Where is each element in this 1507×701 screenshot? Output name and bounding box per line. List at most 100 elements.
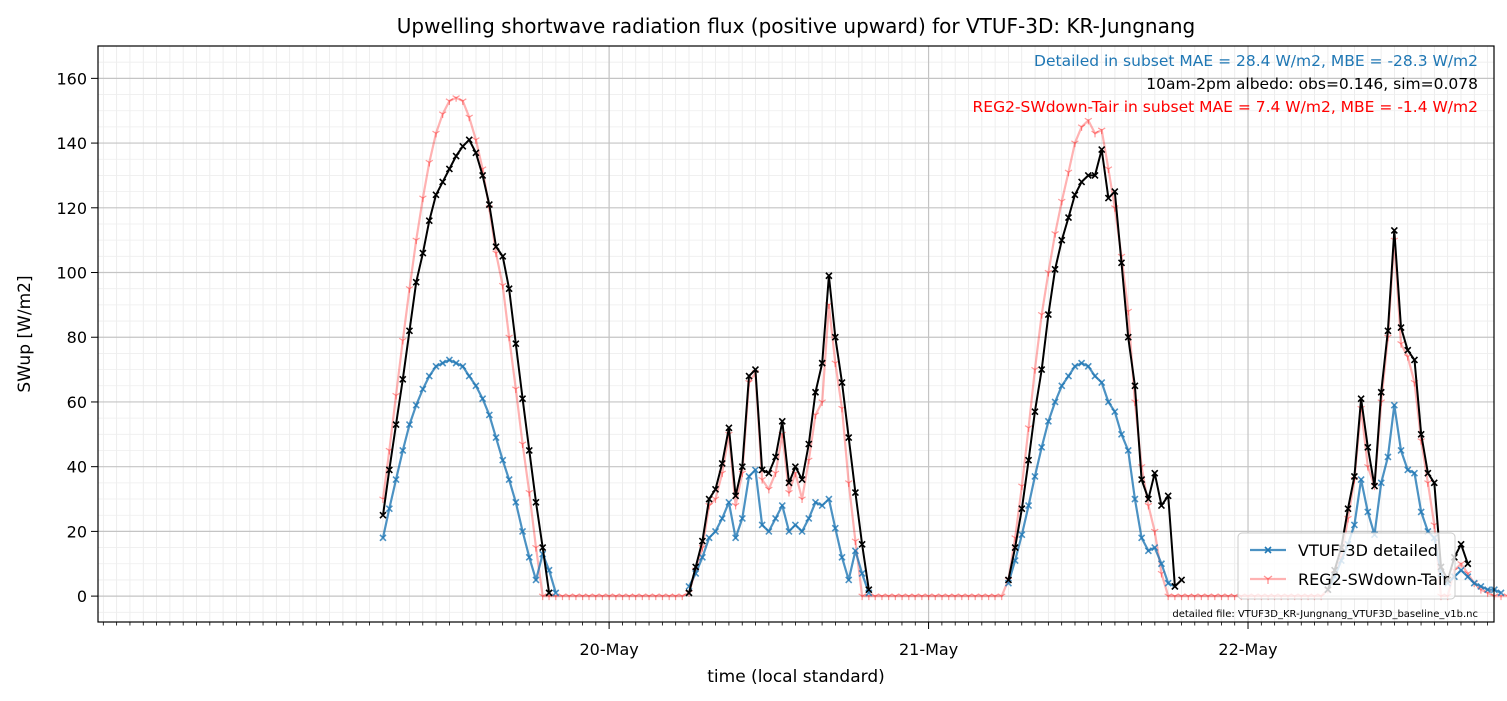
legend-label-detailed: VTUF-3D detailed [1298, 541, 1438, 560]
data-point-marker [745, 472, 753, 480]
data-point-marker [1124, 333, 1132, 341]
data-point-marker [785, 489, 793, 497]
data-point-marker [412, 278, 420, 286]
data-point-marker [1424, 469, 1432, 477]
data-point-marker [1084, 117, 1093, 125]
data-point-marker [385, 505, 393, 513]
data-point-marker [1410, 469, 1419, 477]
data-point-marker [1058, 382, 1066, 390]
data-point-marker [1071, 191, 1079, 199]
data-point-marker [838, 378, 846, 387]
y-tick-label: 20 [67, 522, 87, 541]
data-point-marker [658, 593, 667, 601]
data-point-marker [1397, 446, 1405, 455]
data-point-marker [1091, 130, 1099, 138]
data-point-marker [1057, 198, 1066, 206]
data-point-marker [1124, 446, 1132, 455]
data-point-marker [1084, 171, 1092, 180]
data-point-marker [811, 498, 820, 506]
data-point-marker [472, 137, 480, 144]
data-point-marker [858, 569, 866, 578]
data-point-marker [479, 171, 487, 180]
data-point-marker [765, 527, 773, 535]
data-point-marker [785, 479, 793, 487]
series-vtuf3d-detailed-line [688, 468, 870, 594]
legend-marker-reg2 [1263, 575, 1273, 584]
data-point-marker [1350, 472, 1358, 480]
data-point-marker [651, 593, 660, 601]
data-point-marker [1417, 430, 1425, 438]
data-point-marker [871, 593, 880, 601]
x-tick-label: 21-May [899, 640, 958, 659]
data-point-marker [1037, 311, 1046, 319]
data-point-marker [631, 593, 640, 601]
data-point-marker [818, 501, 826, 510]
data-point-marker [485, 411, 493, 419]
data-point-marker [758, 466, 766, 474]
data-point-marker [1077, 124, 1086, 131]
data-point-marker [1097, 127, 1106, 135]
data-point-marker [938, 593, 946, 601]
data-point-marker [1111, 408, 1119, 416]
data-point-marker [392, 476, 400, 484]
series-observed-line [688, 274, 870, 594]
data-point-marker [1497, 589, 1505, 597]
data-point-marker [997, 593, 1006, 601]
data-point-marker [1018, 531, 1026, 539]
data-point-marker [1078, 178, 1086, 186]
data-point-marker [492, 243, 500, 251]
data-point-marker [964, 593, 973, 601]
data-point-marker [1364, 508, 1372, 516]
data-point-marker [445, 98, 454, 106]
data-point-marker [765, 469, 773, 477]
data-point-marker [452, 359, 460, 367]
data-point-marker [758, 521, 766, 529]
plot-frame [97, 45, 1495, 623]
data-point-marker [685, 589, 693, 597]
data-point-marker [1051, 398, 1059, 406]
data-point-marker [838, 553, 846, 561]
data-point-marker [718, 514, 726, 523]
data-point-marker [1151, 544, 1159, 552]
data-point-marker [425, 372, 433, 380]
data-point-marker [1390, 401, 1398, 409]
data-point-marker [731, 502, 740, 510]
chart-title: Upwelling shortwave radiation flux (posi… [397, 14, 1195, 38]
data-point-marker [445, 165, 453, 173]
data-point-marker [545, 589, 553, 597]
series-observed-line [382, 138, 551, 594]
data-point-marker [1157, 560, 1166, 568]
data-point-marker [1144, 502, 1153, 510]
data-point-marker [1404, 346, 1412, 354]
data-point-marker [1344, 505, 1352, 513]
data-point-marker [379, 534, 387, 542]
data-point-marker [1384, 327, 1392, 335]
data-point-marker [1044, 417, 1052, 425]
data-point-marker [1038, 366, 1046, 374]
data-point-marker [711, 485, 720, 493]
data-point-marker [725, 498, 733, 506]
x-tick-label: 20-May [580, 640, 639, 659]
data-point-marker [1464, 560, 1472, 568]
data-point-marker [805, 514, 813, 523]
data-point-marker [419, 195, 427, 203]
data-point-marker [405, 285, 414, 293]
data-point-marker [1364, 443, 1372, 451]
data-point-marker [778, 501, 786, 510]
data-point-marker [891, 593, 900, 601]
data-point-marker [459, 142, 467, 150]
data-point-marker [512, 498, 520, 506]
data-point-marker [798, 527, 806, 535]
data-point-marker [1064, 213, 1073, 222]
data-point-marker [518, 527, 527, 535]
data-point-marker [818, 359, 826, 367]
data-point-marker [585, 593, 593, 601]
data-point-marker [798, 476, 806, 484]
data-point-marker [612, 593, 620, 601]
data-point-marker [1071, 140, 1079, 148]
data-point-marker [552, 589, 560, 597]
x-tick-label: 22-May [1218, 640, 1277, 659]
data-point-marker [665, 593, 673, 601]
data-point-marker [532, 544, 540, 552]
data-point-marker [851, 488, 859, 497]
